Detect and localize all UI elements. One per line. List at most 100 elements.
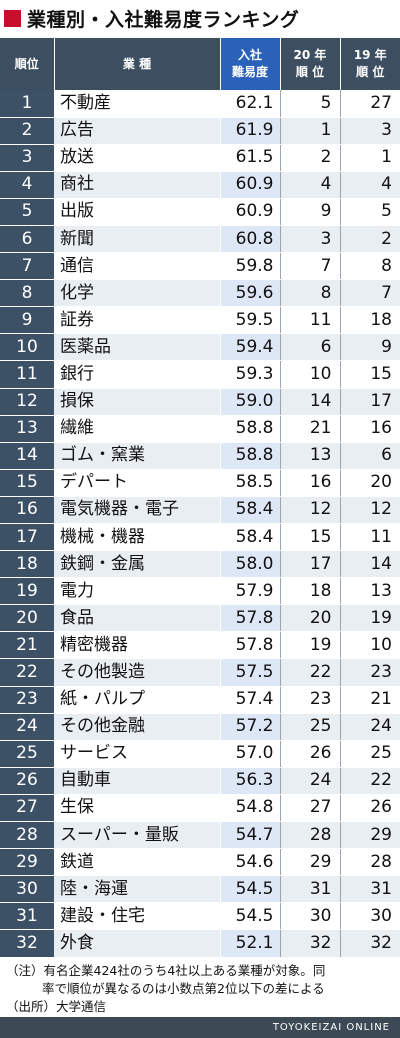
- rank-2019-cell: 32: [339, 929, 400, 958]
- rank-cell: 8: [0, 279, 54, 308]
- industry-cell: スーパー・量販: [54, 821, 220, 850]
- rank-2019-cell: 1: [339, 144, 400, 172]
- table-row: 2 広告 61.9 1 3: [0, 117, 400, 145]
- table-row: 29 鉄道 54.6 29 28: [0, 848, 400, 877]
- industry-cell: その他製造: [54, 658, 220, 687]
- rank-2019-cell: 8: [339, 252, 400, 281]
- rank-cell: 13: [0, 415, 54, 443]
- score-cell: 59.3: [219, 360, 280, 389]
- table-row: 21 精密機器 57.8 19 10: [0, 631, 400, 660]
- industry-cell: 電気機器・電子: [54, 496, 220, 525]
- note-line-2: 率で順位が異なるのは小数点第2位以下の差による: [42, 981, 325, 996]
- score-cell: 58.4: [219, 496, 280, 525]
- score-cell: 54.7: [219, 821, 280, 850]
- score-cell: 54.5: [219, 902, 280, 931]
- rank-cell: 12: [0, 388, 54, 416]
- rank-2020-cell: 7: [279, 252, 340, 281]
- rank-2019-cell: 23: [339, 658, 400, 687]
- rank-cell: 14: [0, 442, 54, 470]
- industry-cell: 出版: [54, 198, 220, 226]
- rank-2020-cell: 31: [279, 875, 340, 904]
- rank-cell: 16: [0, 496, 54, 525]
- industry-cell: 新聞: [54, 225, 220, 254]
- industry-cell: 化学: [54, 279, 220, 308]
- table-row: 11 銀行 59.3 10 15: [0, 360, 400, 389]
- rank-2020-cell: 4: [279, 171, 340, 199]
- rank-2019-cell: 22: [339, 767, 400, 795]
- rank-cell: 11: [0, 360, 54, 389]
- rank-2020-cell: 1: [279, 117, 340, 145]
- rank-2020-cell: 17: [279, 550, 340, 579]
- rank-cell: 2: [0, 117, 54, 145]
- rank-cell: 7: [0, 252, 54, 281]
- rank-2020-cell: 22: [279, 658, 340, 687]
- score-cell: 61.5: [219, 144, 280, 172]
- rank-2020-cell: 20: [279, 604, 340, 633]
- score-cell: 57.9: [219, 577, 280, 606]
- rank-cell: 3: [0, 144, 54, 172]
- notes: （注）有名企業424社のうち4社以上ある業種が対象。同 率で順位が異なるのは小数…: [6, 962, 398, 1016]
- rank-2020-cell: 9: [279, 198, 340, 226]
- header-score: 入社 難易度: [219, 38, 280, 90]
- rank-2019-cell: 5: [339, 198, 400, 226]
- header-score-line2: 難易度: [231, 65, 268, 79]
- industry-cell: 紙・パルプ: [54, 686, 220, 714]
- rank-2020-cell: 6: [279, 333, 340, 362]
- score-cell: 58.8: [219, 415, 280, 443]
- rank-cell: 19: [0, 577, 54, 606]
- score-cell: 58.4: [219, 523, 280, 552]
- industry-cell: 電力: [54, 577, 220, 606]
- rank-cell: 25: [0, 740, 54, 768]
- industry-cell: 陸・海運: [54, 875, 220, 904]
- rank-2019-cell: 17: [339, 388, 400, 416]
- table-row: 8 化学 59.6 8 7: [0, 279, 400, 308]
- rank-cell: 6: [0, 225, 54, 254]
- score-cell: 54.8: [219, 794, 280, 823]
- rank-2020-cell: 5: [279, 90, 340, 118]
- rank-cell: 29: [0, 848, 54, 877]
- score-cell: 57.0: [219, 740, 280, 768]
- score-cell: 58.8: [219, 442, 280, 470]
- rank-2019-cell: 26: [339, 794, 400, 823]
- rank-cell: 5: [0, 198, 54, 226]
- score-cell: 54.5: [219, 875, 280, 904]
- rank-2019-cell: 9: [339, 333, 400, 362]
- rank-cell: 24: [0, 713, 54, 741]
- rank-2019-cell: 3: [339, 117, 400, 145]
- industry-cell: サービス: [54, 740, 220, 768]
- table-row: 10 医薬品 59.4 6 9: [0, 333, 400, 362]
- rank-cell: 26: [0, 767, 54, 795]
- rank-cell: 32: [0, 929, 54, 958]
- industry-cell: 放送: [54, 144, 220, 172]
- table-row: 30 陸・海運 54.5 31 31: [0, 875, 400, 904]
- score-cell: 60.9: [219, 198, 280, 226]
- rank-2020-cell: 14: [279, 388, 340, 416]
- score-cell: 58.5: [219, 469, 280, 497]
- ranking-table: 順位 業 種 入社 難易度 20 年 順 位 19 年 順 位 1 不動産 62.1…: [0, 38, 400, 958]
- table-body: 1 不動産 62.1 5 27 2 広告 61.9 1 3 3 放送 61.5 2 1 4 商社 60.9 4 4 5 出…: [0, 90, 400, 958]
- rank-2020-cell: 19: [279, 631, 340, 660]
- table-row: 25 サービス 57.0 26 25: [0, 740, 400, 768]
- header-rank-2020-line1: 20 年: [293, 48, 327, 62]
- table-row: 20 食品 57.8 20 19: [0, 604, 400, 633]
- table-row: 6 新聞 60.8 3 2: [0, 225, 400, 254]
- rank-cell: 4: [0, 171, 54, 199]
- industry-cell: ゴム・窯業: [54, 442, 220, 470]
- table-row: 4 商社 60.9 4 4: [0, 171, 400, 199]
- industry-cell: その他金融: [54, 713, 220, 741]
- title-square-icon: [4, 9, 21, 27]
- rank-2020-cell: 11: [279, 306, 340, 335]
- rank-2019-cell: 12: [339, 496, 400, 525]
- rank-2020-cell: 24: [279, 767, 340, 795]
- table-row: 5 出版 60.9 9 5: [0, 198, 400, 226]
- table-row: 16 電気機器・電子 58.4 12 12: [0, 496, 400, 525]
- rank-cell: 31: [0, 902, 54, 931]
- score-cell: 60.9: [219, 171, 280, 199]
- table-row: 14 ゴム・窯業 58.8 13 6: [0, 442, 400, 470]
- rank-2020-cell: 8: [279, 279, 340, 308]
- table-row: 28 スーパー・量販 54.7 28 29: [0, 821, 400, 850]
- industry-cell: 食品: [54, 604, 220, 633]
- industry-cell: 損保: [54, 388, 220, 416]
- rank-2020-cell: 21: [279, 415, 340, 443]
- rank-2020-cell: 12: [279, 496, 340, 525]
